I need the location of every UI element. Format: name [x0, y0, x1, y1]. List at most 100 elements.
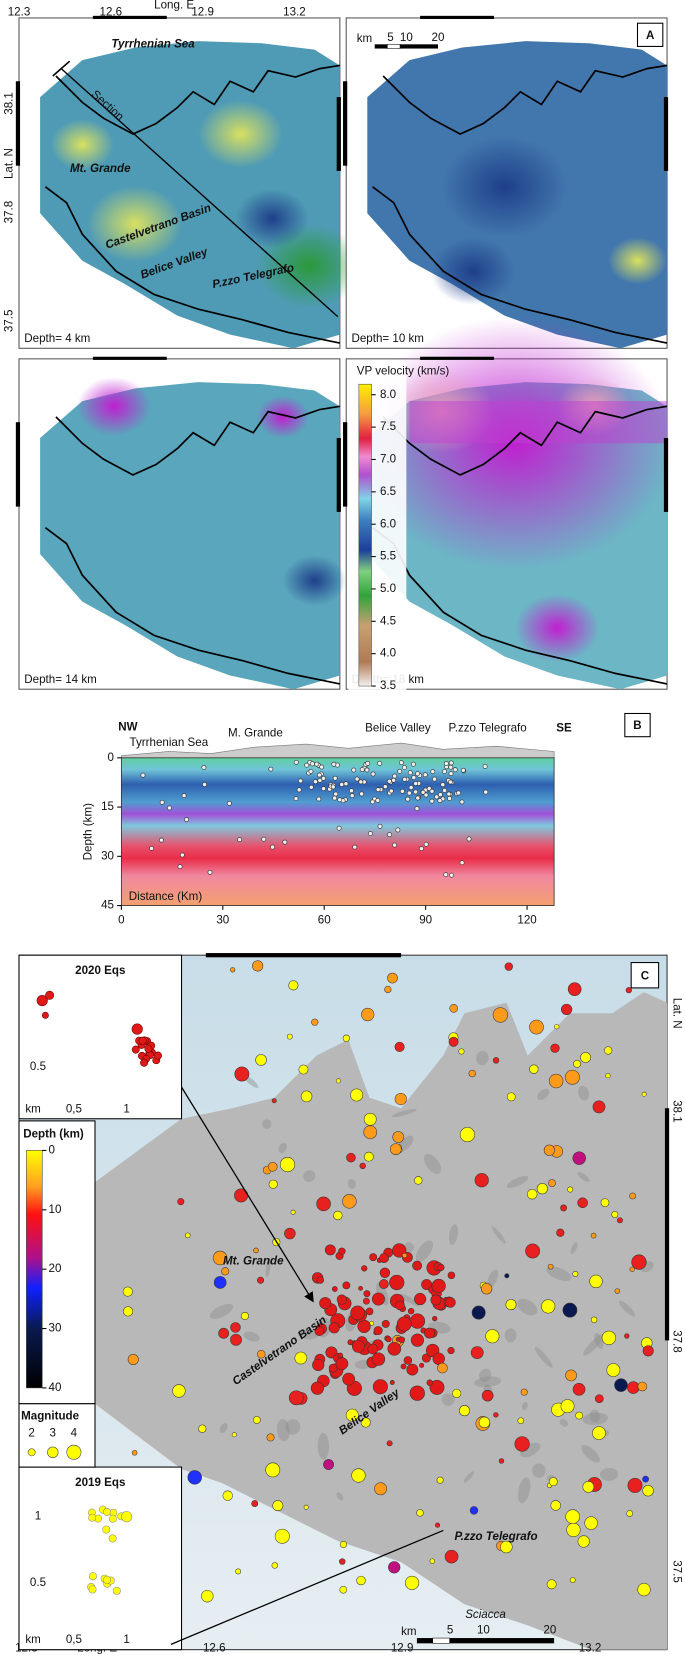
- depth-colorbar: [26, 1150, 43, 1389]
- inset-frame: [18, 1466, 183, 1651]
- earthquake: [396, 1316, 412, 1332]
- frame-ticks-left: [343, 81, 348, 166]
- hypocenter: [387, 832, 392, 838]
- earthquake: [547, 1263, 554, 1270]
- hypocenter: [482, 764, 488, 769]
- relief: [399, 1293, 420, 1307]
- earthquake: [605, 1073, 611, 1079]
- colorbar-tick-label: 20: [49, 1262, 62, 1275]
- earthquake: [614, 1378, 628, 1392]
- legend-label: 3: [50, 1426, 56, 1439]
- coastline: [372, 186, 668, 344]
- earthquake: [131, 1023, 143, 1035]
- magnitude-symbol: [47, 1446, 59, 1458]
- earthquake: [367, 1343, 379, 1355]
- relief: [476, 1050, 489, 1066]
- earthquake: [448, 1036, 459, 1047]
- earthquake: [122, 1286, 133, 1297]
- earthquake: [389, 1380, 395, 1385]
- earthquake: [437, 1362, 448, 1374]
- earthquake: [298, 1064, 309, 1075]
- earthquake: [268, 1179, 278, 1189]
- hypocenter: [448, 760, 454, 766]
- relief: [347, 1179, 356, 1189]
- earthquake: [572, 1271, 579, 1277]
- earthquake: [333, 1210, 343, 1221]
- hypocenter: [167, 805, 172, 811]
- earthquake: [274, 1528, 290, 1544]
- earthquake: [240, 1311, 249, 1320]
- hypocenter: [310, 761, 315, 767]
- inset-x-tick-label: 1: [123, 1102, 129, 1115]
- velocity-anomaly: [77, 376, 151, 436]
- earthquake: [140, 1058, 149, 1067]
- inset-x-tick-label: 0,5: [66, 1633, 82, 1646]
- earthquake: [319, 1297, 332, 1310]
- earthquake: [625, 987, 632, 994]
- hypocenter: [392, 773, 398, 779]
- hypocenter: [207, 869, 213, 875]
- earthquake: [379, 1253, 389, 1263]
- inset-title: 2019 Eqs: [75, 1476, 125, 1489]
- earthquake: [372, 1379, 388, 1395]
- y-tick-label: 38.1: [670, 1100, 683, 1123]
- hypocenter: [296, 787, 302, 793]
- earthquake: [400, 1363, 407, 1370]
- place-label: P.zzo Telegrafo: [455, 1530, 538, 1543]
- hypocenter: [405, 796, 411, 802]
- earthquake: [592, 1426, 606, 1440]
- earthquake: [45, 990, 55, 1000]
- earthquake: [492, 1007, 508, 1023]
- earthquake: [339, 1585, 348, 1594]
- relief: [594, 1332, 604, 1349]
- earthquake: [469, 1506, 479, 1515]
- coastline: [55, 64, 340, 135]
- legend-title: Magnitude: [21, 1409, 80, 1422]
- hypocenter: [447, 796, 452, 801]
- relief: [209, 1303, 234, 1319]
- earthquake: [328, 1363, 338, 1373]
- hypocenter: [375, 797, 381, 803]
- inset-y-tick-label: 0.5: [30, 1060, 46, 1073]
- earthquake: [431, 1278, 446, 1293]
- axis-label: Long. E: [154, 0, 194, 11]
- legend-label: 4: [71, 1426, 78, 1439]
- panel-label-box: [624, 712, 651, 738]
- earthquake: [36, 995, 48, 1007]
- earthquake: [436, 1476, 444, 1484]
- earthquake: [359, 1162, 366, 1170]
- relief: [336, 1492, 344, 1501]
- relief: [285, 1419, 301, 1435]
- hypocenter: [414, 806, 420, 812]
- velocity-field: [40, 382, 340, 690]
- colorbar-tick-label: 0: [49, 1144, 55, 1157]
- relief: [219, 1423, 228, 1434]
- earthquake: [577, 1197, 588, 1209]
- inset-y-tick-label: 1: [35, 1510, 41, 1523]
- hypocenter: [313, 779, 318, 785]
- earthquake: [379, 1279, 389, 1289]
- velocity-section: [121, 757, 555, 906]
- velocity-anomaly: [198, 100, 283, 168]
- earthquake: [387, 1342, 402, 1356]
- earthquake: [381, 1319, 390, 1328]
- hypocenter: [314, 761, 320, 767]
- earthquake: [498, 1458, 505, 1464]
- earthquake: [564, 1069, 580, 1085]
- frame-ticks-right: [336, 97, 341, 171]
- earthquake: [548, 1073, 564, 1089]
- earthquake: [103, 1575, 111, 1584]
- hypocenter: [448, 779, 453, 785]
- y-tick-label: 0: [108, 751, 114, 764]
- earthquake: [127, 1353, 139, 1365]
- earthquake: [614, 1288, 621, 1294]
- earthquake: [589, 1274, 603, 1289]
- earthquake: [626, 1510, 633, 1517]
- scale-bar: [374, 44, 439, 49]
- earthquake: [474, 1173, 489, 1188]
- earthquake: [575, 1411, 584, 1420]
- earthquake: [88, 1513, 97, 1522]
- earthquake: [478, 1416, 491, 1429]
